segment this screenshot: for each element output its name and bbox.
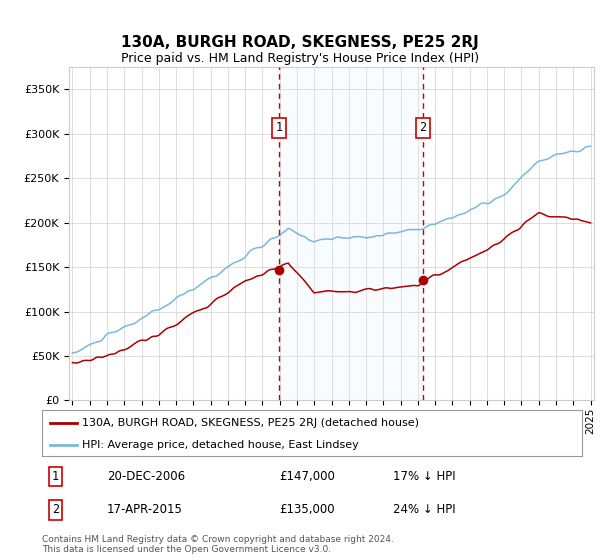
Text: Price paid vs. HM Land Registry's House Price Index (HPI): Price paid vs. HM Land Registry's House … [121, 52, 479, 66]
Text: 130A, BURGH ROAD, SKEGNESS, PE25 2RJ (detached house): 130A, BURGH ROAD, SKEGNESS, PE25 2RJ (de… [83, 418, 419, 428]
Text: 1: 1 [275, 121, 283, 134]
Text: 2: 2 [52, 503, 59, 516]
Text: 1: 1 [52, 470, 59, 483]
Text: 17% ↓ HPI: 17% ↓ HPI [393, 470, 455, 483]
Text: 130A, BURGH ROAD, SKEGNESS, PE25 2RJ: 130A, BURGH ROAD, SKEGNESS, PE25 2RJ [121, 35, 479, 49]
Text: HPI: Average price, detached house, East Lindsey: HPI: Average price, detached house, East… [83, 440, 359, 450]
Text: 24% ↓ HPI: 24% ↓ HPI [393, 503, 455, 516]
Text: 20-DEC-2006: 20-DEC-2006 [107, 470, 185, 483]
Text: £147,000: £147,000 [280, 470, 335, 483]
Text: Contains HM Land Registry data © Crown copyright and database right 2024.
This d: Contains HM Land Registry data © Crown c… [42, 535, 394, 554]
Bar [279, 67, 423, 400]
Text: 2: 2 [419, 121, 427, 134]
Text: 17-APR-2015: 17-APR-2015 [107, 503, 182, 516]
Text: £135,000: £135,000 [280, 503, 335, 516]
